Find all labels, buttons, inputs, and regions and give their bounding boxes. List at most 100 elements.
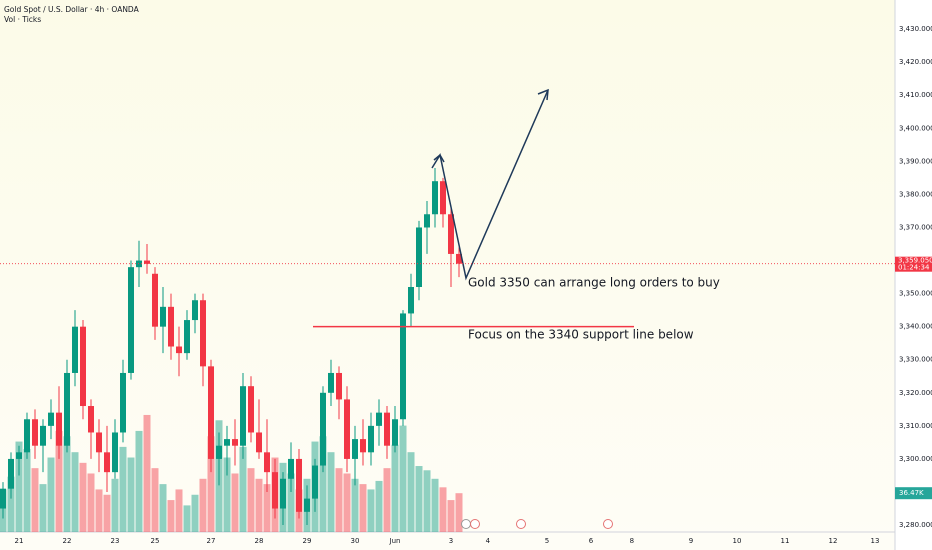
volume-bar: [95, 489, 103, 532]
volume-bar: [7, 476, 15, 532]
x-tick-label: 5: [545, 537, 549, 545]
candle-body: [56, 412, 62, 446]
candle-body: [432, 181, 438, 215]
annotation: Focus on the 3340 support line below: [468, 328, 694, 342]
x-tick-label: 4: [486, 537, 491, 545]
event-icon: [516, 519, 526, 529]
volume-bar: [383, 468, 391, 532]
volume-bar: [375, 480, 383, 532]
candle-body: [304, 498, 310, 512]
candle-body: [48, 412, 54, 426]
volume-bar: [63, 436, 71, 532]
candle-body: [408, 286, 414, 314]
candle-body: [352, 439, 358, 459]
y-tick-label: 3,390.000: [899, 157, 932, 165]
candle-body: [312, 465, 318, 499]
x-tick-label: 6: [589, 537, 594, 545]
x-tick-label: 21: [15, 537, 24, 545]
x-tick-label: 9: [689, 537, 693, 545]
volume-bar: [183, 505, 191, 532]
volume-bar: [127, 457, 135, 532]
volume-bar: [391, 444, 399, 532]
volume-bar: [327, 452, 335, 532]
event-icons: [461, 519, 613, 529]
price-axis-bg: [895, 0, 932, 550]
volume-bar: [31, 468, 39, 532]
candle-body: [264, 452, 270, 473]
volume-bar: [239, 446, 247, 532]
x-tick-label: 30: [351, 537, 360, 545]
annotation: Gold 3350 can arrange long orders to buy: [468, 276, 720, 290]
candle-body: [80, 326, 86, 407]
x-tick-label: 25: [151, 537, 160, 545]
x-tick-label: 23: [111, 537, 120, 545]
candle-body: [232, 439, 238, 446]
candle-body: [72, 326, 78, 373]
candle-body: [240, 386, 246, 446]
volume-bar: [135, 430, 143, 532]
candle-body: [128, 267, 134, 373]
candle-body: [0, 488, 6, 509]
y-tick-label: 3,420.000: [899, 58, 932, 66]
volume-bar: [263, 484, 271, 532]
volume-bar: [167, 500, 175, 532]
volume-bar: [439, 487, 447, 532]
candle-body: [296, 458, 302, 512]
candle-body: [24, 419, 30, 453]
candle-body: [40, 425, 46, 446]
countdown: 01:24:34: [898, 264, 930, 272]
y-tick-label: 3,350.000: [899, 290, 932, 298]
volume-bar: [39, 484, 47, 532]
volume-bar: [359, 484, 367, 532]
y-tick-label: 3,310.000: [899, 422, 932, 430]
x-tick-label: 12: [829, 537, 838, 545]
trend-arrow: [431, 89, 549, 281]
volume-bar: [431, 478, 439, 532]
candle-body: [248, 386, 254, 433]
candle-body: [184, 320, 190, 354]
candle-body: [272, 472, 278, 509]
x-tick-label: 29: [303, 537, 312, 545]
volume-bar: [15, 441, 23, 532]
candle-body: [360, 439, 366, 453]
volume-bar: [455, 493, 463, 532]
candle-body: [224, 439, 230, 446]
y-tick-label: 3,340.000: [899, 323, 932, 331]
candle-body: [8, 458, 14, 489]
candle-body: [400, 313, 406, 420]
volume-bar: [247, 468, 255, 532]
volume-bar: [87, 473, 95, 532]
candle-body: [416, 227, 422, 287]
y-tick-label: 3,280.000: [899, 521, 932, 529]
candle-body: [168, 306, 174, 347]
volume-bar: [367, 489, 375, 532]
candle-body: [192, 300, 198, 321]
x-tick-label: Jun: [389, 537, 401, 545]
y-tick-label: 3,400.000: [899, 124, 932, 132]
volume-bar: [399, 425, 407, 532]
candle-body: [88, 406, 94, 433]
candle-layer: [0, 167, 462, 526]
x-tick-label: 10: [733, 537, 742, 545]
chart-subtitle: Vol · Ticks: [4, 15, 41, 24]
arrow-head: [537, 88, 549, 101]
x-tick-label: 27: [207, 537, 216, 545]
volume-bar: [255, 478, 263, 532]
volume-bar: [119, 446, 127, 532]
candle-body: [200, 300, 206, 367]
volume-bar: [55, 430, 63, 532]
volume-bar: [151, 468, 159, 532]
volume-bar: [287, 473, 295, 532]
candle-body: [256, 432, 262, 453]
candle-body: [440, 181, 446, 215]
volume-label-box: [895, 487, 932, 500]
last-price-label: 3,359.050: [898, 257, 932, 265]
x-tick-label: 22: [63, 537, 72, 545]
candle-body: [320, 392, 326, 466]
candle-body: [216, 445, 222, 459]
candle-body: [32, 419, 38, 446]
volume-bar: [143, 414, 151, 532]
candle-body: [176, 346, 182, 354]
candle-body: [160, 306, 166, 327]
volume-bar: [159, 484, 167, 532]
